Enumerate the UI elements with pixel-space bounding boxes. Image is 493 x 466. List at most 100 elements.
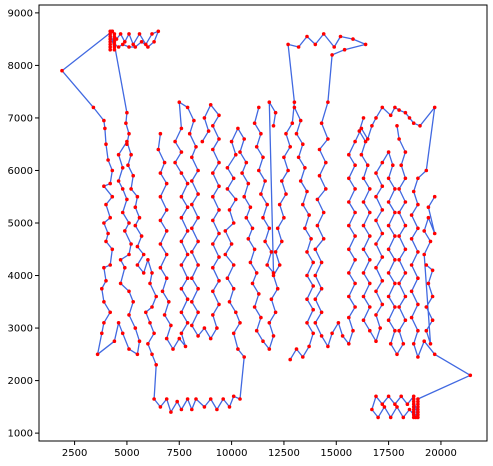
city-point-0-174 <box>319 260 324 265</box>
city-point-0-231 <box>416 355 420 359</box>
city-point-0-39 <box>127 252 131 257</box>
city-point-0-159 <box>363 42 368 47</box>
city-point-4-14 <box>305 273 309 278</box>
city-point-5-31 <box>374 194 378 199</box>
city-point-2-73 <box>217 208 221 212</box>
city-point-0-226 <box>409 289 414 294</box>
city-point-5-23 <box>374 289 378 294</box>
city-point-0-142 <box>277 202 282 207</box>
y-tick-label: 2000 <box>8 376 33 387</box>
city-point-0-220 <box>409 213 414 217</box>
city-point-5-64 <box>397 210 401 215</box>
city-point-0-153 <box>305 34 309 39</box>
city-point-0-86 <box>221 397 225 401</box>
city-point-0-141 <box>282 215 286 220</box>
city-point-0-185 <box>347 342 351 346</box>
city-point-0-7 <box>110 168 115 173</box>
city-point-0-116 <box>242 194 246 199</box>
city-point-3-11 <box>263 239 267 244</box>
city-point-2-34 <box>185 181 190 186</box>
city-point-3-1 <box>252 121 257 125</box>
city-point-0-113 <box>244 160 249 165</box>
city-point-0-8 <box>108 181 112 186</box>
city-point-5-0 <box>361 116 366 120</box>
city-point-1-8 <box>150 32 154 36</box>
city-point-5-45 <box>386 271 391 275</box>
city-point-4-11 <box>309 237 313 241</box>
city-point-5-3 <box>359 152 364 157</box>
city-point-8-8 <box>112 47 117 52</box>
x-tick-label: 10000 <box>216 448 248 459</box>
city-point-0-128 <box>254 328 259 333</box>
city-point-5-10 <box>368 234 372 238</box>
city-point-0-88 <box>231 394 236 399</box>
city-point-1-2 <box>118 32 123 36</box>
city-point-0-156 <box>332 45 337 49</box>
city-point-2-28 <box>185 252 190 257</box>
city-point-0-36 <box>118 281 123 286</box>
city-point-3-5 <box>257 168 261 173</box>
city-point-0-225 <box>416 276 420 281</box>
city-point-0-109 <box>229 139 234 144</box>
city-point-0-190 <box>353 281 357 286</box>
city-point-2-31 <box>179 215 184 220</box>
city-point-4-9 <box>307 213 311 217</box>
city-point-2-81 <box>217 113 221 118</box>
city-point-5-29 <box>374 218 378 223</box>
city-point-0-101 <box>223 229 228 233</box>
city-point-2-84 <box>206 129 211 133</box>
city-point-2-38 <box>173 139 177 144</box>
y-tick-label: 6000 <box>8 166 33 177</box>
city-point-8-13 <box>112 34 117 39</box>
city-point-2-33 <box>179 194 184 199</box>
city-point-0-186 <box>351 328 355 333</box>
city-point-0-223 <box>416 250 420 254</box>
city-point-2-17 <box>164 336 169 341</box>
city-point-0-6 <box>106 158 110 162</box>
city-point-0-228 <box>409 315 414 320</box>
city-point-7-1 <box>411 412 416 417</box>
axes-frame <box>38 4 488 442</box>
city-point-0-163 <box>319 121 324 125</box>
city-point-2-25 <box>179 286 184 291</box>
city-point-5-69 <box>403 150 408 154</box>
city-point-0-1 <box>60 68 64 73</box>
city-point-5-71 <box>395 124 399 128</box>
city-point-0-243 <box>370 407 374 412</box>
city-point-0-107 <box>225 166 230 170</box>
city-point-0-90 <box>242 355 246 359</box>
city-point-8-14 <box>112 32 117 36</box>
city-point-2-10 <box>164 252 169 257</box>
city-point-3-15 <box>267 100 272 104</box>
x-tick-label: 2500 <box>62 448 87 459</box>
city-point-0-162 <box>326 100 330 104</box>
city-point-0-22 <box>108 310 112 315</box>
city-point-2-58 <box>196 310 200 315</box>
city-point-3-17 <box>271 124 276 128</box>
city-point-2-32 <box>185 205 190 209</box>
city-point-2-14 <box>167 300 171 304</box>
city-point-0-65 <box>148 281 152 286</box>
city-point-2-46 <box>196 168 200 173</box>
city-point-0-95 <box>227 300 232 304</box>
city-point-6-14 <box>432 194 437 199</box>
city-point-0-234 <box>468 373 473 378</box>
city-point-5-16 <box>368 305 372 309</box>
city-point-0-106 <box>231 176 236 181</box>
city-point-0-222 <box>409 237 414 241</box>
city-point-2-30 <box>185 229 190 233</box>
city-point-0-17 <box>108 263 112 267</box>
city-point-0-247 <box>393 402 397 407</box>
city-point-2-42 <box>192 118 196 123</box>
city-point-2-83 <box>202 116 207 120</box>
city-point-2-59 <box>190 323 194 328</box>
city-point-0-164 <box>326 137 330 141</box>
city-point-3-12 <box>269 250 274 254</box>
city-point-7-9 <box>416 412 420 417</box>
city-point-6-8 <box>422 252 427 257</box>
city-point-0-151 <box>286 42 290 47</box>
city-point-0-83 <box>202 405 207 409</box>
city-point-0-89 <box>238 397 242 401</box>
city-point-0-206 <box>374 116 378 120</box>
city-point-0-16 <box>110 247 115 252</box>
